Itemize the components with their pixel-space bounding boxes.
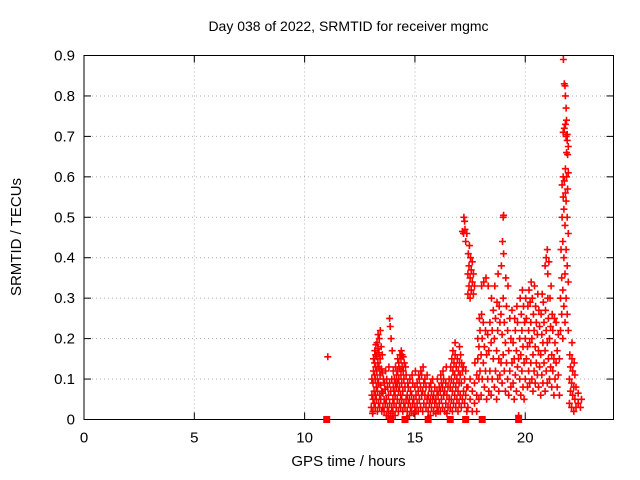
y-tick-label: 0 [67,412,75,429]
y-tick-label: 0.5 [54,209,75,226]
tick-labels: 0 5 10 15 20 0 0.1 0.2 0.3 0.4 0.5 0.6 0.7 0.8 0.9 [54,48,533,447]
x-axis-label: GPS time / hours [291,453,406,470]
y-tick-label: 0.3 [54,290,75,307]
scatter-points-zero-flags [323,416,523,423]
x-tick-label: 15 [407,430,424,447]
y-tick-label: 0.2 [54,331,75,348]
chart-title: Day 038 of 2022, SRMTID for receiver mgm… [208,18,489,34]
y-tick-label: 0.7 [54,128,75,145]
tick-marks [83,55,614,420]
x-tick-label: 20 [517,430,534,447]
scatter-points-srmtid [324,56,585,419]
y-tick-label: 0.4 [54,250,75,267]
y-tick-label: 0.8 [54,88,75,105]
y-tick-label: 0.1 [54,371,75,388]
x-tick-label: 5 [190,430,198,447]
grid-lines [84,55,614,420]
plot-border [83,55,614,420]
x-tick-label: 10 [296,430,313,447]
y-tick-label: 0.6 [54,169,75,186]
x-tick-label: 0 [80,430,88,447]
y-tick-label: 0.9 [54,48,75,65]
